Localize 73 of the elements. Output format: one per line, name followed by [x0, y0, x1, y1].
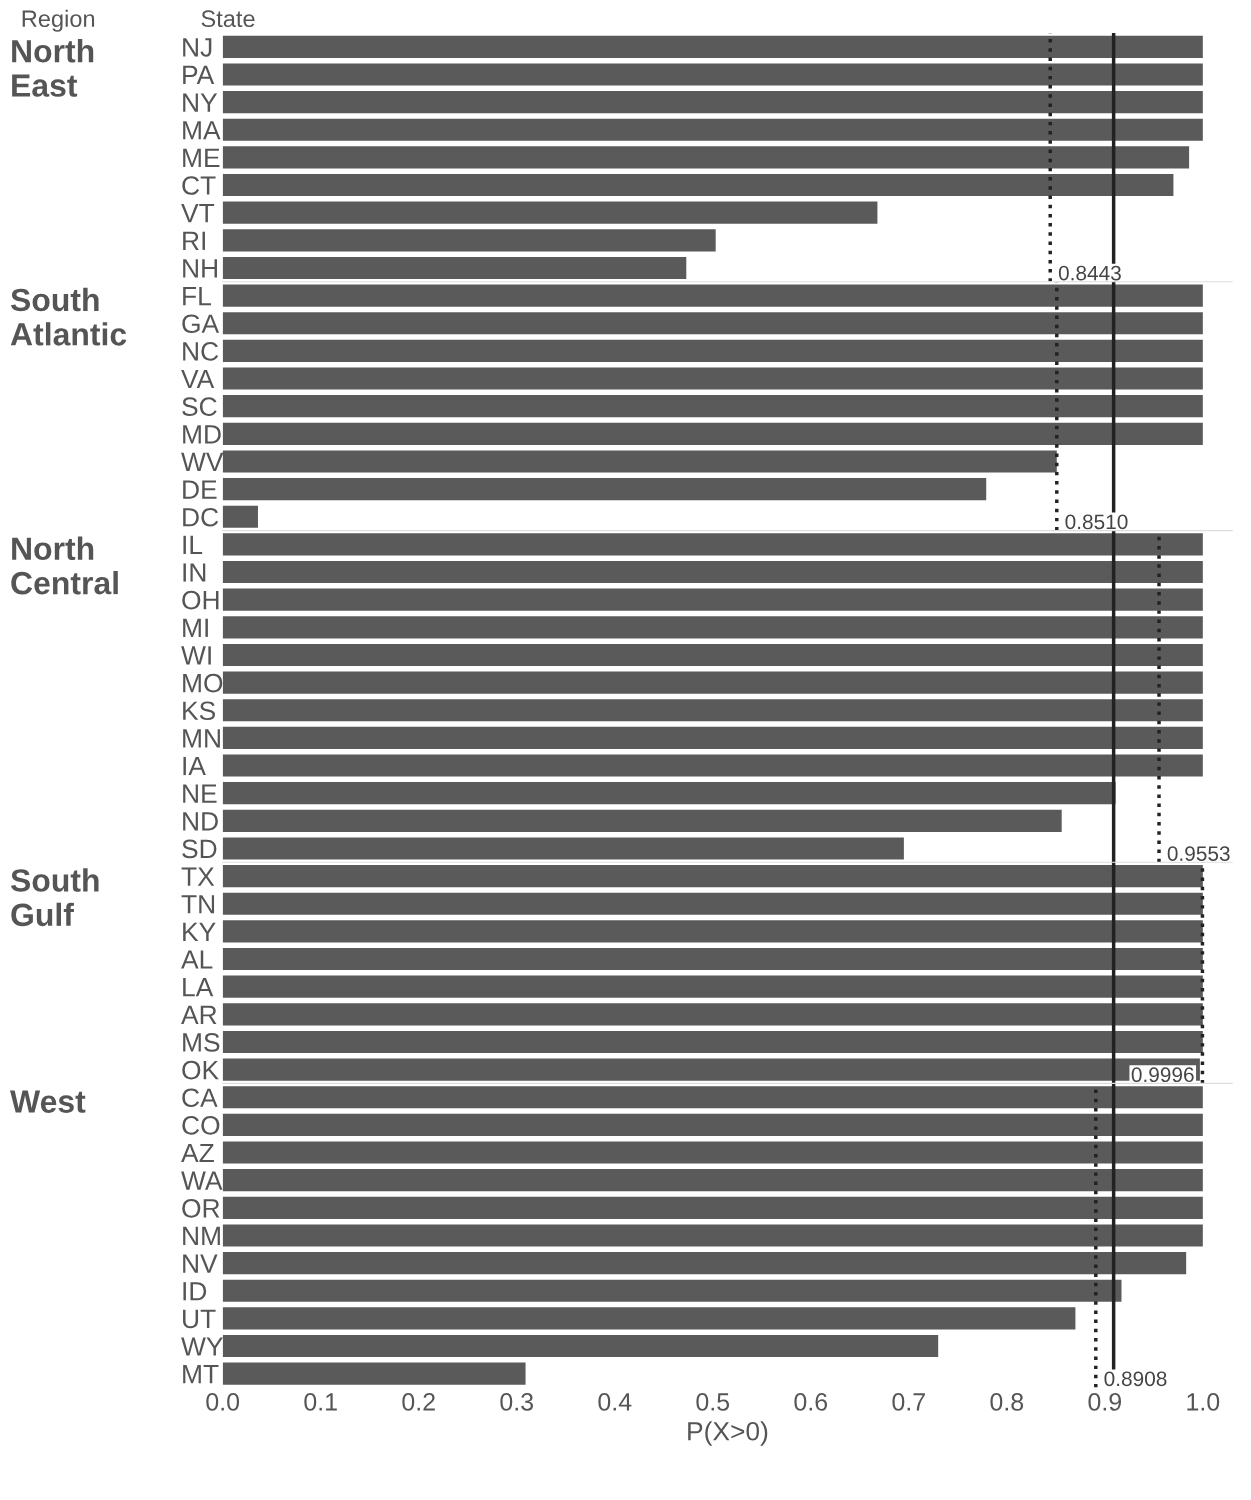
text: State — [201, 10, 255, 28]
x-tick-label: 0.4 — [598, 1393, 632, 1411]
y-tick-label: NJ — [183, 38, 212, 57]
y-tick-label: PA — [183, 65, 215, 85]
y-tick-label: NM — [183, 1226, 220, 1246]
y-tick-label: TX — [181, 867, 215, 886]
x-tick-label: 0.9 — [1088, 1393, 1122, 1411]
y-tick-label: NC — [183, 342, 219, 361]
y-tick-label: IA — [183, 756, 206, 776]
y-tick-label: ME — [183, 148, 220, 167]
y-tick-label: WI — [181, 646, 211, 665]
y-tick-label: VA — [181, 369, 215, 389]
y-tick-label: MS — [183, 1033, 220, 1052]
y-tick-label: IN — [183, 563, 206, 582]
y-tick-label: NY — [183, 93, 218, 112]
y-tick-label: CA — [182, 1088, 218, 1108]
y-tick-label: SD — [182, 839, 217, 859]
y-tick-label: MT — [183, 1365, 219, 1384]
x-tick-label: 0.8 — [990, 1393, 1024, 1411]
y-tick-label: FL — [183, 287, 211, 306]
y-tick-label: VT — [181, 204, 215, 223]
y-tick-label: AR — [181, 1005, 217, 1024]
y-tick-label: KY — [183, 922, 216, 941]
y-tick-label: DC — [183, 507, 219, 527]
y-tick-label: OR — [182, 1198, 220, 1218]
y-tick-label: DE — [183, 480, 217, 499]
y-tick-label: MI — [183, 618, 208, 637]
y-tick-label: MD — [183, 425, 221, 444]
y-tick-label: ND — [183, 812, 218, 831]
x-tick-label: 0.5 — [696, 1393, 730, 1411]
chart-title: West — [10, 1090, 86, 1113]
y-tick-label: AL — [181, 950, 213, 969]
ref-line-label: 0.9553 — [1167, 846, 1230, 861]
ref-line-label: 0.8443 — [1058, 265, 1121, 281]
y-tick-label: TN — [181, 895, 215, 914]
text: South Atlantic — [10, 287, 127, 346]
x-tick-label: 0.6 — [794, 1393, 828, 1411]
x-tick-label: 0.3 — [500, 1393, 533, 1411]
text: North Central — [11, 536, 118, 595]
y-tick-label: OH — [182, 590, 219, 610]
y-tick-label: MA — [183, 121, 221, 140]
y-tick-label: UT — [183, 1309, 216, 1329]
y-tick-label: WV — [181, 452, 224, 472]
x-tick-label: 0.7 — [892, 1393, 925, 1411]
y-tick-label: SC — [182, 397, 217, 416]
x-tick-label: 0.0 — [206, 1393, 240, 1411]
y-tick-label: MN — [183, 729, 220, 748]
y-tick-label: OK — [182, 1060, 219, 1080]
ref-line-label: 0.9996 — [1131, 1067, 1194, 1083]
x-tick-label: 0.1 — [304, 1393, 337, 1411]
text: Region — [22, 9, 95, 32]
text: North East — [12, 39, 94, 97]
y-tick-label: GA — [182, 314, 220, 334]
y-tick-label: CO — [182, 1116, 220, 1135]
y-tick-label: RI — [183, 231, 205, 250]
y-tick-label: IL — [183, 535, 203, 554]
y-tick-label: WA — [181, 1171, 223, 1190]
y-tick-label: AZ — [181, 1143, 214, 1163]
x-tick-label: 0.2 — [402, 1393, 435, 1411]
y-tick-label: NV — [183, 1254, 218, 1273]
y-tick-label: NH — [183, 259, 217, 278]
ref-line-label: 0.8510 — [1065, 514, 1128, 530]
ref-line-label: 0.8908 — [1104, 1371, 1167, 1387]
x-tick-label: 1.0 — [1187, 1393, 1220, 1411]
y-tick-label: KS — [183, 701, 215, 721]
y-tick-label: CT — [182, 176, 216, 195]
x-axis-title: P(X>0) — [688, 1421, 768, 1446]
y-tick-label: WY — [181, 1337, 223, 1356]
y-tick-label: MO — [183, 673, 223, 693]
y-tick-label: NE — [183, 784, 217, 803]
y-tick-label: LA — [183, 978, 214, 997]
text: South Gulf — [10, 868, 99, 927]
y-tick-label: ID — [183, 1282, 207, 1301]
